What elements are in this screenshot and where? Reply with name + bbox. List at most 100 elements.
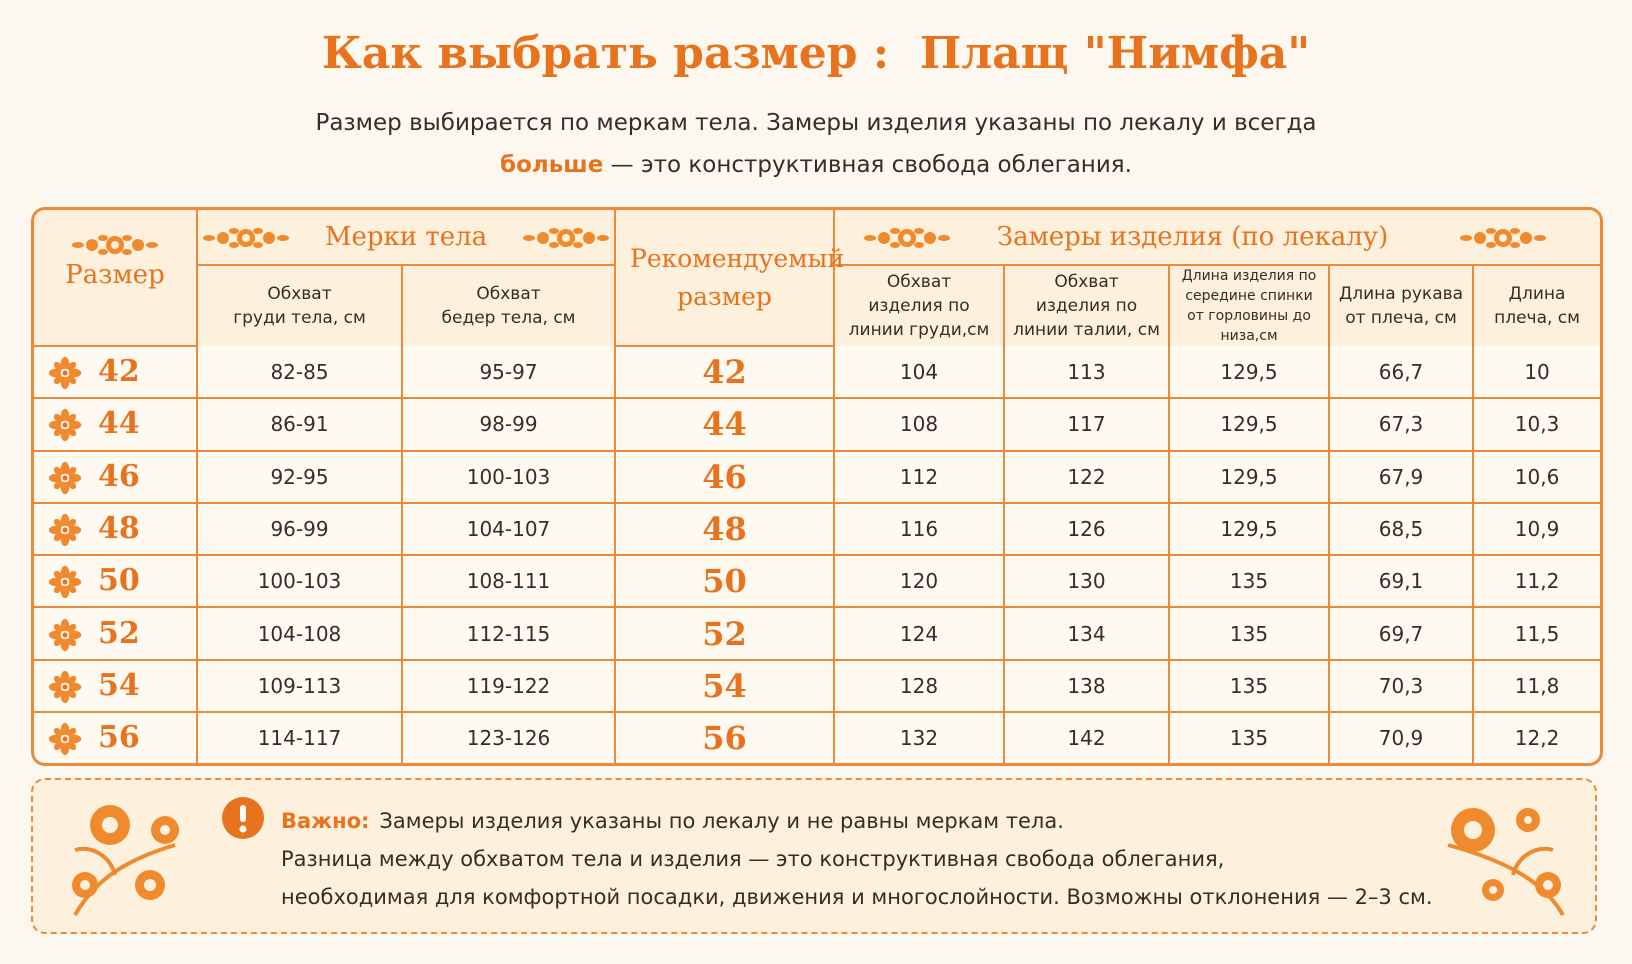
table-row: 46 92-95 100-103 46 112 122 129,5 67,9 10,6 xyxy=(34,449,1600,504)
table-cell: 70,3 xyxy=(1328,658,1475,713)
ornament xyxy=(55,230,175,260)
size-value: 46 xyxy=(98,458,140,494)
ornament xyxy=(847,223,967,253)
size-cell: 44 xyxy=(34,397,198,452)
size-table-frame: Размер Мерки тела Рекомендуемый размер З… xyxy=(31,207,1603,766)
size-table: Размер Мерки тела Рекомендуемый размер З… xyxy=(34,210,1600,763)
table-cell: 142 xyxy=(1003,710,1171,763)
table-cell: 123-126 xyxy=(400,710,617,763)
title: Как выбрать размер : Плащ "Нимфа" xyxy=(321,28,1311,79)
size-cell: 42 xyxy=(34,346,198,400)
flower-icon xyxy=(48,356,82,390)
size-value: 56 xyxy=(98,719,140,755)
ornament xyxy=(201,223,291,253)
table-cell: 135 xyxy=(1168,554,1331,609)
note-line: Разница между обхватом тела и изделия — … xyxy=(281,847,1225,871)
recommended-size: 44 xyxy=(614,397,836,452)
table-row: 42 82-85 95-97 42 104 113 129,5 66,7 10 xyxy=(34,346,1600,400)
ornament xyxy=(521,223,611,253)
table-cell: 66,7 xyxy=(1328,346,1475,400)
subtitle-highlight: больше xyxy=(500,152,604,178)
size-cell: 50 xyxy=(34,554,198,609)
flower-icon xyxy=(48,408,82,442)
table-cell: 138 xyxy=(1003,658,1171,713)
table-cell: 67,3 xyxy=(1328,397,1475,452)
table-row: 48 96-99 104-107 48 116 126 129,5 68,5 10,9 xyxy=(34,501,1600,557)
recommended-size: 48 xyxy=(614,501,836,557)
table-cell: 12,2 xyxy=(1472,710,1600,763)
table-cell: 68,5 xyxy=(1328,501,1475,557)
note-box: Важно: Замеры изделия указаны по лекалу и… xyxy=(31,778,1597,934)
table-cell: 122 xyxy=(1003,449,1171,504)
table-body: 42 82-85 95-97 42 104 113 129,5 66,7 10 44 86-91 98… xyxy=(34,346,1600,763)
column-header: Обхват бедер тела, см xyxy=(400,264,617,346)
flower-icon xyxy=(48,670,82,704)
note-line: необходимая для комфортной посадки, движ… xyxy=(281,885,1433,909)
flower-icon xyxy=(48,565,82,599)
flower-icon xyxy=(48,461,82,495)
flower-icon xyxy=(48,513,82,547)
table-cell: 10,3 xyxy=(1472,397,1600,452)
table-cell: 104-107 xyxy=(400,501,617,557)
flower-icon xyxy=(48,618,82,652)
table-row: 52 104-108 112-115 52 124 134 135 69,7 11,5 xyxy=(34,606,1600,661)
table-cell: 128 xyxy=(833,658,1006,713)
size-value: 48 xyxy=(98,510,140,546)
table-cell: 114-117 xyxy=(196,710,403,763)
column-header: Обхват изделия по линии талии, см xyxy=(1003,264,1171,346)
table-cell: 10,9 xyxy=(1472,501,1600,557)
table-cell: 113 xyxy=(1003,346,1171,400)
recommended-size: 52 xyxy=(614,606,836,661)
table-row: 54 109-113 119-122 54 128 138 135 70,3 11,8 xyxy=(34,658,1600,713)
table-cell: 104 xyxy=(833,346,1006,400)
table-cell: 95-97 xyxy=(400,346,617,400)
table-cell: 132 xyxy=(833,710,1006,763)
recommended-size: 46 xyxy=(614,449,836,504)
subtitle-line: Размер выбирается по меркам тела. Замеры… xyxy=(315,110,1317,136)
table-row: 50 100-103 108-111 50 120 130 135 69,1 11,2 xyxy=(34,554,1600,609)
table-cell: 129,5 xyxy=(1168,397,1331,452)
table-cell: 129,5 xyxy=(1168,501,1331,557)
size-cell: 48 xyxy=(34,501,198,557)
note-text: Важно: Замеры изделия указаны по лекалу и… xyxy=(281,802,1433,916)
column-header: Длина плеча, см xyxy=(1472,264,1600,346)
size-cell: 46 xyxy=(34,449,198,504)
group-header: Размер xyxy=(34,210,198,347)
recommended-size: 56 xyxy=(614,710,836,763)
floral-decoration xyxy=(72,805,179,916)
table-cell: 109-113 xyxy=(196,658,403,713)
table-cell: 116 xyxy=(833,501,1006,557)
table-cell: 129,5 xyxy=(1168,346,1331,400)
size-value: 54 xyxy=(98,667,140,703)
table-cell: 117 xyxy=(1003,397,1171,452)
flower-icon xyxy=(48,722,82,756)
group-label: Размер xyxy=(65,259,165,290)
table-cell: 10,6 xyxy=(1472,449,1600,504)
table-cell: 92-95 xyxy=(196,449,403,504)
table-cell: 98-99 xyxy=(400,397,617,452)
note-line: Замеры изделия указаны по лекалу и не ра… xyxy=(379,809,1064,833)
table-cell: 119-122 xyxy=(400,658,617,713)
group-header: Замеры изделия (по лекалу) xyxy=(833,210,1600,266)
recommended-size: 54 xyxy=(614,658,836,713)
subtitle-line: — это конструктивная свобода облегания. xyxy=(610,152,1132,178)
table-cell: 112 xyxy=(833,449,1006,504)
table-cell: 69,7 xyxy=(1328,606,1475,661)
ornament xyxy=(1418,223,1588,253)
table-cell: 11,2 xyxy=(1472,554,1600,609)
note-label: Важно: xyxy=(281,809,370,833)
table-cell: 70,9 xyxy=(1328,710,1475,763)
table-cell: 134 xyxy=(1003,606,1171,661)
table-cell: 108-111 xyxy=(400,554,617,609)
column-header: Длина рукава от плеча, см xyxy=(1328,264,1475,346)
column-header: Обхват изделия по линии груди,см xyxy=(833,264,1006,346)
table-cell: 100-103 xyxy=(196,554,403,609)
warning-icon xyxy=(222,797,264,839)
table-cell: 96-99 xyxy=(196,501,403,557)
table-cell: 124 xyxy=(833,606,1006,661)
group-label: Мерки тела xyxy=(324,221,488,252)
recommended-size: 42 xyxy=(614,346,836,400)
table-cell: 129,5 xyxy=(1168,449,1331,504)
table-cell: 120 xyxy=(833,554,1006,609)
